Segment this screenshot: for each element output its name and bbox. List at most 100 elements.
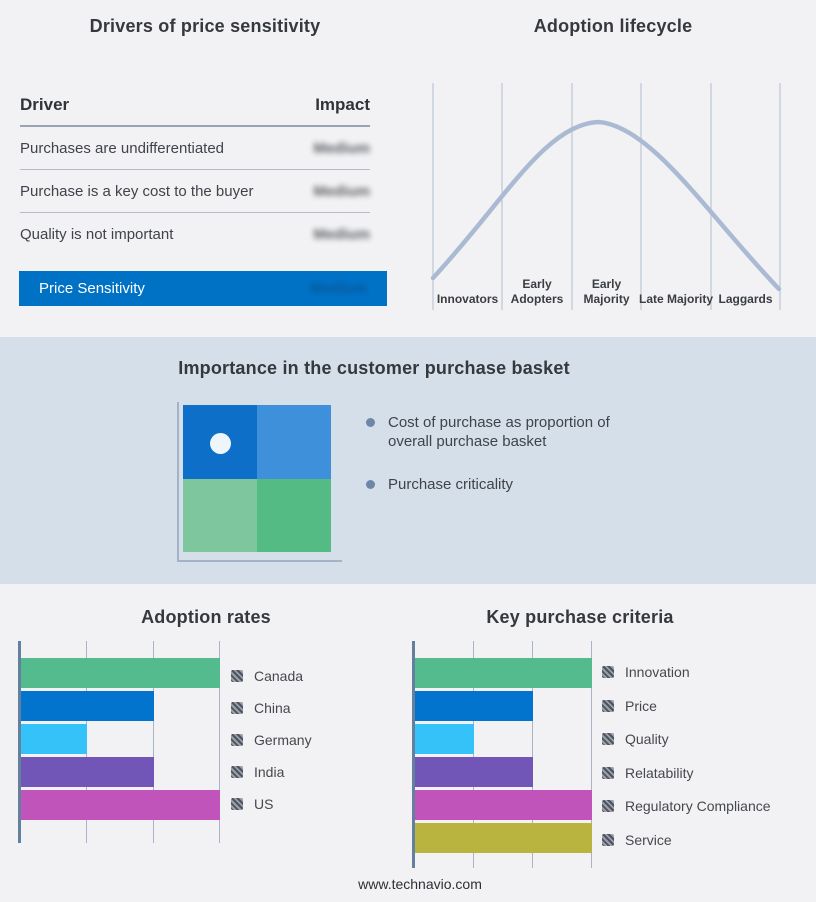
price-sensitivity-label: Price Sensitivity <box>39 280 145 297</box>
hatched-swatch-icon <box>231 766 243 778</box>
table-row: Quality is not important Medium <box>20 213 370 256</box>
legend-label: Price <box>625 697 657 714</box>
hatched-swatch-icon <box>602 733 614 745</box>
hatched-swatch-icon <box>602 766 614 779</box>
bullet-item: Purchase criticality <box>366 475 626 494</box>
bar-india <box>21 757 154 787</box>
legend-label: US <box>254 796 274 812</box>
legend-item-us: US <box>231 796 273 812</box>
bell-curve <box>430 119 782 292</box>
legend-label: Service <box>625 831 672 848</box>
stage-label-innovators: Innovators <box>436 292 499 306</box>
legend-label: Quality <box>625 731 669 747</box>
bar-germany <box>21 724 88 754</box>
stage-label-early-majority: Early Majority <box>583 277 630 306</box>
stage-label-late-majority: Late Majority <box>638 292 713 306</box>
purchase-basket-title: Importance in the customer purchase bask… <box>178 358 570 378</box>
legend-item-canada: Canada <box>231 668 303 684</box>
driver-column-header: Driver <box>20 95 70 114</box>
stage-label-laggards: Laggards <box>718 292 773 306</box>
adoption-lifecycle-title: Adoption lifecycle <box>533 16 693 36</box>
legend-item-price: Price <box>602 698 657 714</box>
bullet-item: Cost of purchase as proportion of overal… <box>366 413 626 451</box>
impact-cell-blurred: Medium <box>313 139 370 157</box>
hatched-swatch-icon <box>602 699 614 712</box>
legend-label: China <box>254 700 291 716</box>
driver-cell: Quality is not important <box>20 226 174 243</box>
impact-column-header: Impact <box>315 95 370 114</box>
driver-cell: Purchase is a key cost to the buyer <box>20 182 254 200</box>
lifecycle-gridlines <box>432 83 781 310</box>
key-purchase-criteria-plot <box>412 641 592 868</box>
driver-cell: Purchases are undifferentiated <box>20 139 225 157</box>
bar-china <box>21 691 154 721</box>
hatched-swatch-icon <box>231 702 243 714</box>
legend-item-china: China <box>231 700 291 716</box>
drivers-table: Driver Impact Purchases are undifferenti… <box>20 95 370 256</box>
basket-bullet-list: Cost of purchase as proportion of overal… <box>366 413 626 518</box>
drivers-of-price-sensitivity-title: Drivers of price sensitivity <box>89 16 321 36</box>
legend-label: Germany <box>254 732 312 748</box>
footer-link[interactable]: www.technavio.com <box>358 876 482 892</box>
impact-cell-blurred: Medium <box>313 182 370 200</box>
price-sensitivity-impact-blurred: Medium <box>310 280 367 297</box>
legend-label: Canada <box>254 668 304 684</box>
legend-label: Regulatory Compliance <box>625 798 771 814</box>
gridline <box>591 641 592 868</box>
legend-item-innovation: Innovation <box>602 664 690 680</box>
table-row: Purchase is a key cost to the buyer Mediu… <box>20 170 370 213</box>
bullet-text: Purchase criticality <box>388 476 514 493</box>
matrix-x-axis <box>177 560 342 562</box>
bar-service <box>415 823 592 853</box>
bar-regulatory-compliance <box>415 790 592 820</box>
adoption-rates-legend: Canada China Germany India US <box>231 641 441 843</box>
hatched-swatch-icon <box>602 666 614 678</box>
bar-innovation <box>415 658 592 688</box>
adoption-rates-plot <box>18 641 220 843</box>
price-sensitivity-banner: Price Sensitivity Medium <box>19 271 387 306</box>
matrix-quadrant-bottom-left <box>183 478 257 552</box>
purchase-basket-band: Importance in the customer purchase bask… <box>0 337 816 584</box>
adoption-rates-title: Adoption rates <box>141 607 271 627</box>
impact-cell-blurred: Medium <box>313 226 370 243</box>
legend-item-regulatory-compliance: Regulatory Compliance <box>602 798 771 814</box>
legend-item-quality: Quality <box>602 731 669 747</box>
bar-canada <box>21 658 220 688</box>
legend-item-india: India <box>231 764 284 780</box>
matrix-y-axis <box>177 402 179 561</box>
matrix-marker-dot <box>210 433 231 454</box>
gridline <box>473 641 474 868</box>
drivers-rows: Purchases are undifferentiated Medium Purc… <box>20 127 370 256</box>
drivers-table-header: Driver Impact <box>20 95 370 127</box>
legend-item-service: Service <box>602 832 672 848</box>
matrix-quadrant-top-right <box>257 405 331 479</box>
hatched-swatch-icon <box>231 798 243 810</box>
table-row: Purchases are undifferentiated Medium <box>20 127 370 170</box>
stage-label-early-adopters: Early Adopters <box>510 277 564 306</box>
bullet-text: Cost of purchase as proportion of overal… <box>388 414 610 450</box>
legend-item-germany: Germany <box>231 732 312 748</box>
gridline <box>532 641 533 868</box>
legend-label: India <box>254 764 285 780</box>
bar-relatability <box>415 757 533 787</box>
bar-price <box>415 691 533 721</box>
bullet-dot-icon <box>366 480 375 489</box>
key-purchase-criteria-title: Key purchase criteria <box>486 607 674 627</box>
matrix-quadrant-top-left <box>183 405 257 479</box>
hatched-swatch-icon <box>231 734 243 746</box>
lifecycle-stage-labels: Innovators Early Adopters Early Majority La… <box>413 269 793 307</box>
legend-item-relatability: Relatability <box>602 765 693 781</box>
legend-label: Relatability <box>625 764 694 781</box>
hatched-swatch-icon <box>602 800 614 812</box>
legend-label: Innovation <box>625 664 690 680</box>
adoption-lifecycle-chart <box>430 83 782 310</box>
bullet-dot-icon <box>366 418 375 427</box>
bar-quality <box>415 724 474 754</box>
gridline <box>219 641 220 843</box>
bar-us <box>21 790 220 820</box>
hatched-swatch-icon <box>602 833 614 846</box>
gridline <box>152 641 154 843</box>
matrix-quadrant-bottom-right <box>257 478 331 552</box>
key-purchase-criteria-legend: Innovation Price Quality Relatability Regula… <box>602 641 812 868</box>
purchase-basket-matrix <box>183 405 331 552</box>
